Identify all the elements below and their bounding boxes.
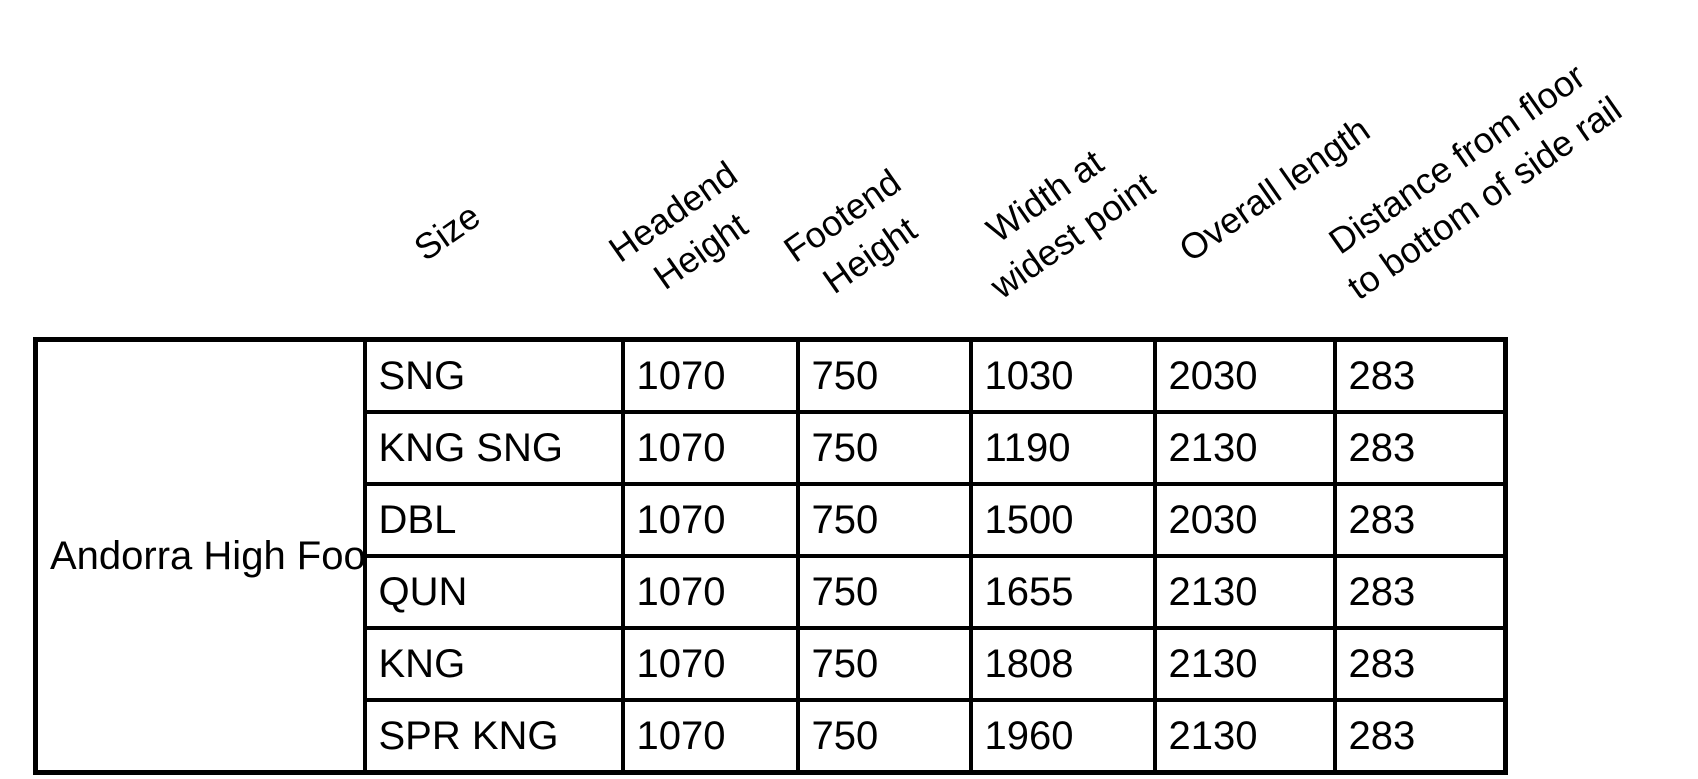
length-cell: 2130 (1152, 554, 1337, 630)
width-cell: 1655 (968, 554, 1157, 630)
column-header-footend-height: Footend Height (776, 160, 924, 302)
length-cell: 2030 (1152, 482, 1337, 558)
column-header-headend-height: Headend Height (601, 152, 755, 298)
product-name-cell: Andorra High Footend Bed (33, 337, 367, 775)
length-cell: 2030 (1152, 337, 1337, 414)
table-row: SPR KNG 1070 750 1960 2130 283 (36, 698, 1508, 775)
width-cell: 1190 (968, 410, 1157, 486)
headend-cell: 1070 (620, 698, 800, 775)
footend-cell: 750 (795, 554, 973, 630)
headend-cell: 1070 (620, 410, 800, 486)
width-cell: 1808 (968, 626, 1157, 702)
size-cell: SPR KNG (362, 698, 625, 775)
size-cell: KNG (362, 626, 625, 702)
size-cell: SNG (362, 337, 625, 414)
dimensions-table: Andorra High Footend Bed SNG 1070 750 10… (33, 337, 1508, 775)
size-cell: DBL (362, 482, 625, 558)
table-row: QUN 1070 750 1655 2130 283 (36, 554, 1508, 630)
column-header-width-widest: Width at widest point (978, 141, 1162, 307)
footend-cell: 750 (795, 482, 973, 558)
length-cell: 2130 (1152, 626, 1337, 702)
table-row: KNG 1070 750 1808 2130 283 (36, 626, 1508, 702)
width-cell: 1960 (968, 698, 1157, 775)
length-cell: 2130 (1152, 410, 1337, 486)
column-header-size: Size (406, 195, 488, 270)
footend-cell: 750 (795, 337, 973, 414)
width-cell: 1030 (968, 337, 1157, 414)
column-header-rail-distance: Distance from floor to bottom of side ra… (1321, 55, 1629, 308)
headend-cell: 1070 (620, 626, 800, 702)
rail-cell: 283 (1332, 482, 1508, 558)
table-row: Andorra High Footend Bed SNG 1070 750 10… (33, 337, 1508, 775)
table-row: KNG SNG 1070 750 1190 2130 283 (36, 410, 1508, 486)
length-cell: 2130 (1152, 698, 1337, 775)
rail-cell: 283 (1332, 410, 1508, 486)
size-cell: QUN (362, 554, 625, 630)
rail-cell: 283 (1332, 337, 1508, 414)
rail-cell: 283 (1332, 626, 1508, 702)
size-cell: KNG SNG (362, 410, 625, 486)
table-row: DBL 1070 750 1500 2030 283 (36, 482, 1508, 558)
width-cell: 1500 (968, 482, 1157, 558)
footend-cell: 750 (795, 626, 973, 702)
headend-cell: 1070 (620, 337, 800, 414)
footend-cell: 750 (795, 410, 973, 486)
rail-cell: 283 (1332, 554, 1508, 630)
footend-cell: 750 (795, 698, 973, 775)
headend-cell: 1070 (620, 482, 800, 558)
rail-cell: 283 (1332, 698, 1508, 775)
headend-cell: 1070 (620, 554, 800, 630)
